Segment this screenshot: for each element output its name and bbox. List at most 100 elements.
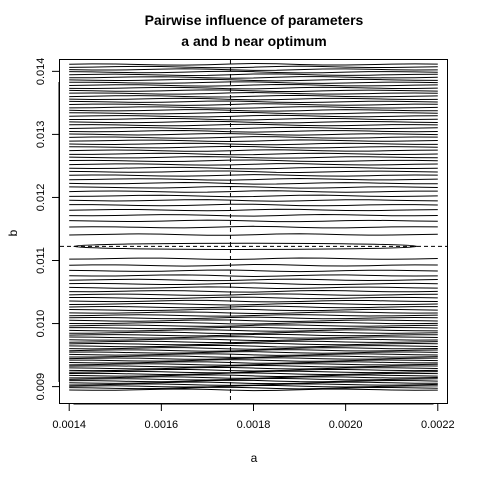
contour-line (69, 257, 438, 261)
contour-line (69, 302, 438, 306)
contour-line (69, 136, 438, 139)
y-tick-label: 0.010 (35, 310, 47, 338)
contour-line (69, 347, 438, 350)
contour-line (69, 114, 438, 118)
contour-line (69, 293, 438, 296)
contour-line (69, 374, 438, 377)
contour-line (69, 73, 438, 76)
contour-line (69, 351, 438, 354)
contour-line (69, 385, 438, 388)
contour-line (69, 111, 438, 115)
contour-line (69, 319, 438, 322)
x-tick-label: 0.0016 (145, 419, 179, 431)
contour-line (69, 286, 438, 289)
contour-line (69, 170, 438, 173)
contour-line (69, 63, 438, 66)
contour-line (69, 264, 438, 267)
contour-line (69, 357, 438, 360)
contour-line (69, 372, 438, 376)
contour-line (69, 208, 438, 212)
contour-line (69, 94, 438, 98)
contour-line (69, 100, 438, 104)
contour-line (69, 120, 438, 124)
y-tick-label: 0.013 (35, 121, 47, 149)
contour-line (69, 376, 438, 379)
contour-line (69, 363, 438, 366)
contour-line (69, 364, 438, 368)
contour-line (69, 311, 438, 315)
contour-line (69, 97, 438, 101)
contour-line (69, 152, 438, 156)
contour-line (69, 366, 438, 370)
x-tick-label: 0.0022 (421, 419, 455, 431)
chart-title-line-1: Pairwise influence of parameters (145, 12, 364, 28)
contour-line (69, 290, 438, 293)
contour-line (69, 163, 438, 166)
contour-line (69, 89, 438, 92)
contour-line (69, 342, 438, 346)
contour-line (69, 377, 438, 381)
contour-line (69, 269, 438, 273)
contour-line (69, 333, 438, 337)
contour-line (69, 299, 438, 303)
contour-line (69, 81, 438, 84)
contour-line (69, 316, 438, 320)
contour-line (69, 361, 438, 364)
x-axis-label: a (251, 451, 258, 465)
contour-line (69, 65, 438, 69)
contour-line (69, 106, 438, 109)
contour-line (69, 92, 438, 95)
contour-line (69, 86, 438, 90)
contour-line (69, 359, 438, 362)
contour-line (69, 156, 438, 159)
y-tick-label: 0.014 (35, 58, 47, 86)
contour-line (69, 83, 438, 87)
contour-line (69, 278, 438, 282)
contour-line (69, 324, 438, 327)
contour-line (69, 308, 438, 312)
contour-line (69, 78, 438, 82)
contour-line (69, 126, 438, 130)
contour-line (69, 355, 438, 358)
contour-line (69, 142, 438, 146)
contour-line (69, 370, 438, 374)
contour-line (69, 214, 438, 217)
contour-line (69, 76, 438, 79)
contour-line (69, 199, 438, 202)
contour-line (69, 368, 438, 372)
contour-line (69, 379, 438, 383)
contour-line (69, 178, 438, 181)
contour-line (69, 340, 438, 344)
contour-line (69, 386, 438, 390)
y-axis-label: b (6, 229, 20, 236)
contour-line (69, 344, 438, 348)
contour-line (69, 296, 438, 300)
x-axis: 0.0014 0.0016 0.0018 0.0020 0.0022 (52, 403, 455, 431)
contour-line (69, 274, 438, 277)
y-axis: 0.009 0.010 0.011 0.012 0.013 0.014 (35, 58, 60, 400)
contour-line (69, 133, 438, 136)
contour-lines (69, 63, 438, 392)
contour-line (69, 130, 438, 133)
contour-line (69, 331, 438, 335)
reference-lines (60, 60, 447, 403)
contour-line (69, 282, 438, 286)
contour-line (69, 349, 438, 352)
contour-line (69, 336, 438, 339)
contour-line (69, 186, 438, 189)
contour-line (69, 381, 438, 385)
contour-line (69, 166, 438, 170)
contour-line (69, 145, 438, 149)
y-tick-label: 0.011 (35, 247, 47, 274)
contour-line (69, 326, 438, 330)
contour-line (69, 329, 438, 332)
contour-line (69, 203, 438, 207)
chart-title-line-2: a and b near optimum (181, 33, 326, 49)
contour-line (69, 190, 438, 193)
contour-line (69, 174, 438, 177)
x-tick-label: 0.0018 (237, 419, 271, 431)
contour-line (69, 219, 438, 223)
contour-line (69, 117, 438, 121)
x-tick-label: 0.0014 (52, 419, 86, 431)
